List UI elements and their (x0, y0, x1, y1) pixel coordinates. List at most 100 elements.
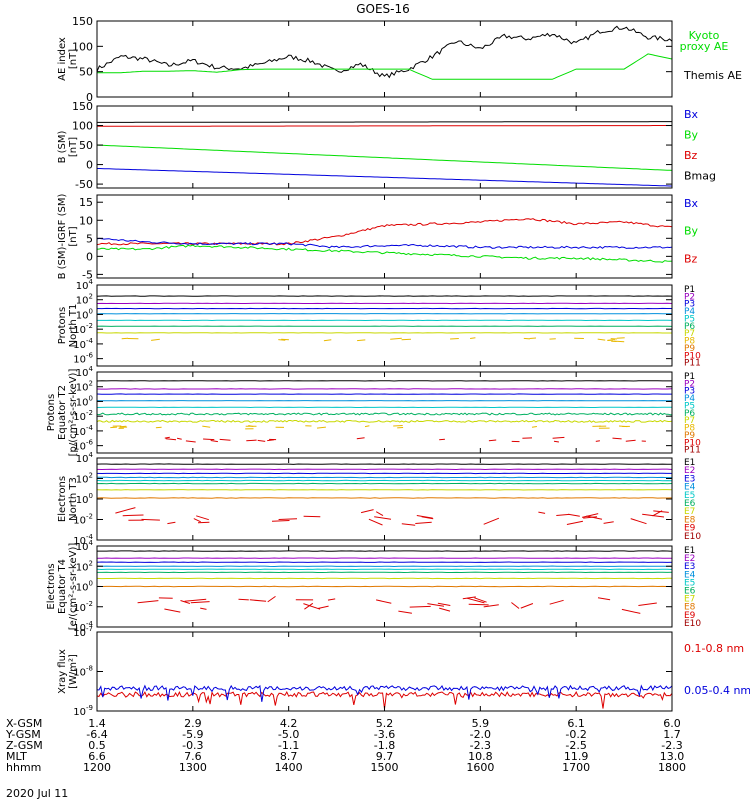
panel-frame (96, 457, 673, 541)
series-e10-segment (368, 518, 383, 526)
series-e10-segment (303, 603, 321, 610)
series-p8-segment (531, 426, 537, 428)
series-e10-segment (549, 599, 564, 605)
panel-frame (96, 194, 673, 279)
y-axis-label: [W/m²] (68, 654, 79, 689)
legend-item: P4 (684, 394, 695, 404)
series-e10-segment (360, 509, 374, 514)
series-e10-segment (180, 600, 191, 604)
legend-item: E1 (684, 458, 695, 468)
y-tick-label: 150 (72, 15, 93, 28)
series-p10-segment (625, 439, 636, 442)
x-axis-row-value: 6.6 (88, 750, 106, 763)
legend-item: proxy AE (680, 40, 729, 53)
series-e10-segment (238, 598, 249, 601)
x-axis-row-value: 1800 (658, 761, 686, 774)
legend-item: E7 (684, 507, 695, 517)
series-e10-segment (398, 610, 412, 614)
series-e10 (115, 507, 669, 526)
legend-item: P6 (684, 322, 695, 332)
legend-item: E10 (684, 619, 701, 629)
x-axis-row-value: -3.6 (374, 728, 395, 741)
series-p8-segment (281, 338, 289, 341)
series-p8-segment (401, 338, 412, 341)
x-axis-row-value: 1700 (562, 761, 590, 774)
series-e10 (137, 595, 657, 614)
legend-item: Bmag (684, 170, 716, 183)
x-axis-row-value: -6.4 (86, 728, 107, 741)
x-axis-ephemeris-table: X-GSM 1.4 2.9 4.2 5.2 5.9 6.1 6.0Y-GSM -6.4 -5.9-… (5, 717, 686, 774)
series-e10-segment (137, 600, 159, 604)
legend-item: E4 (684, 483, 696, 493)
x-axis-row-value: 8.7 (280, 750, 298, 763)
series-e10-segment (474, 597, 487, 603)
series-e10-segment (603, 521, 614, 524)
legend: 0.1-0.8 nm 0.05-0.4 nm (684, 642, 750, 697)
x-axis-row-value: 1200 (83, 761, 111, 774)
legend-item: P8 (684, 424, 695, 434)
series-e10-segment (164, 608, 181, 613)
series-p8-segment (202, 425, 211, 428)
x-axis-row-value: -2.3 (470, 739, 491, 752)
y-axis-label: [p/(cm²-s-sr-keV)] (68, 369, 79, 457)
series-e10-segment (409, 605, 431, 608)
x-axis-row-value: -2.5 (565, 739, 586, 752)
series-e10-segment (566, 520, 583, 525)
series-p8-segment (618, 425, 628, 428)
legend-item: P4 (684, 307, 695, 317)
x-axis-row-value: 1600 (466, 761, 494, 774)
y-tick-label: -5 (82, 268, 93, 281)
legend-item: E5 (684, 491, 695, 501)
legend-item: P7 (684, 329, 695, 339)
series-p8-segment (323, 339, 332, 342)
series-e10-segment (327, 598, 336, 601)
x-axis-row-value: 1.7 (663, 728, 681, 741)
legend-item: Bz (684, 252, 698, 265)
legend-item: P6 (684, 409, 695, 419)
series-p8-segment (278, 339, 286, 341)
y-tick-label: 10-6 (73, 352, 93, 366)
legend-item: By (684, 129, 699, 142)
x-axis-row-value: -1.1 (278, 739, 299, 752)
panel-frame (96, 105, 673, 189)
y-axis-label: Protons (57, 307, 68, 344)
series-e10-segment (375, 599, 392, 604)
series-p8-segment (529, 337, 537, 339)
y-axis-label: [nT] (68, 49, 79, 69)
y-axis-label: [nT] (68, 226, 79, 246)
series-e10-segment (583, 516, 598, 519)
legend-item: Kyoto (689, 29, 720, 42)
series-e10-segment (581, 513, 599, 518)
series-bx (96, 237, 673, 249)
series-e10-segment (556, 513, 570, 516)
legend-item: E6 (684, 499, 696, 509)
legend-item: P10 (684, 351, 701, 361)
x-axis-row-value: -1.8 (374, 739, 395, 752)
series-p10-segment (176, 437, 182, 440)
legend-item: P5 (684, 401, 695, 411)
series-p8-segment (470, 337, 476, 339)
x-axis-row-value: 10.8 (468, 750, 493, 763)
y-tick-label: 104 (76, 278, 94, 292)
series-e1 (96, 463, 672, 465)
series-p10-segment (553, 440, 559, 443)
legend-item: P1 (684, 285, 695, 295)
legend-item: P3 (684, 387, 695, 397)
y-tick-label: 10-7 (73, 625, 93, 639)
series-e10-segment (652, 510, 663, 517)
legend-item: E3 (684, 562, 695, 572)
series-e10-segment (167, 521, 176, 525)
series-p10-segment (257, 439, 266, 442)
y-axis-label: North T1 (68, 304, 79, 348)
series-e10-segment (122, 514, 144, 517)
series-p10-segment (219, 438, 231, 441)
legend-item: P9 (684, 344, 695, 354)
legend-item: 0.1-0.8 nm (684, 642, 744, 655)
legend-item: E2 (684, 466, 695, 476)
plot-title: GOES-16 (356, 2, 410, 16)
series-p8-segment (364, 425, 370, 428)
series-e10-segment (184, 598, 207, 602)
date-label: 2020 Jul 11 (6, 787, 68, 800)
series-p8-segment (110, 426, 118, 429)
